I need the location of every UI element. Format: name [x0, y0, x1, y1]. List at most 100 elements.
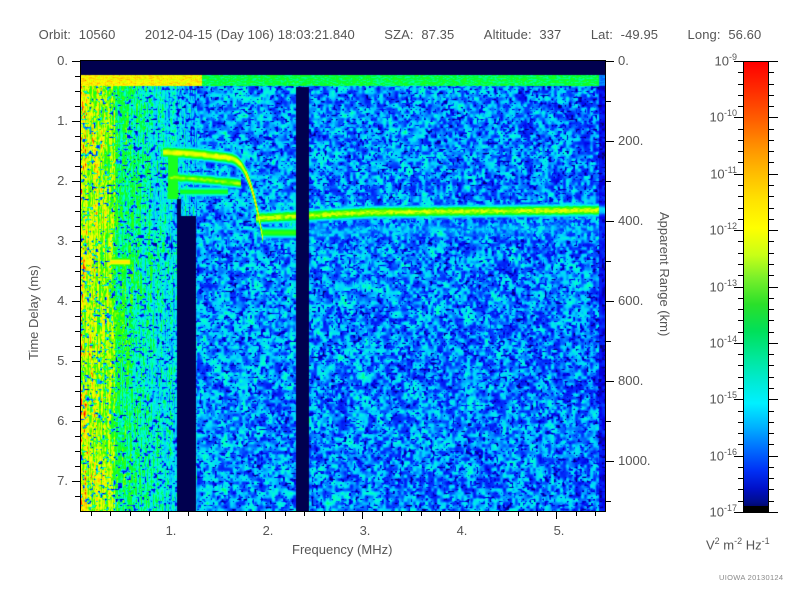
y2-tick-label: 1000. [618, 453, 651, 468]
x-major-tick [556, 511, 557, 519]
x-minor-tick [246, 511, 247, 516]
colorbar-minor-tick-left [738, 162, 744, 163]
y-tick-label: 2. [57, 173, 68, 188]
colorbar-underflow-swatch [743, 506, 769, 513]
unit-hz: Hz [742, 537, 762, 553]
sza-value: 87.35 [421, 27, 455, 42]
y2-tick-label: 600. [618, 293, 644, 308]
y2-minor-tick [605, 501, 611, 502]
colorbar-minor-tick-right [768, 433, 774, 434]
colorbar-minor-tick-left [738, 298, 744, 299]
lat-value: -49.95 [620, 27, 659, 42]
ionogram-plot-area [80, 60, 606, 512]
colorbar-major-tick-right [768, 230, 778, 231]
unit-v: V [706, 537, 715, 553]
colorbar-minor-tick-left [738, 253, 744, 254]
colorbar-minor-tick-left [738, 377, 744, 378]
unit-m: m [719, 537, 735, 553]
colorbar-tick-label: 10-17 [709, 503, 737, 520]
colorbar-minor-tick-left [738, 129, 744, 130]
y-axis-title: Time Delay (ms) [26, 265, 41, 360]
y-minor-tick [75, 106, 81, 107]
colorbar-minor-tick-right [768, 478, 774, 479]
y2-major-tick [605, 61, 614, 62]
colorbar-major-tick-right [768, 117, 778, 118]
altitude-label: Altitude: [483, 27, 532, 42]
x-minor-tick [227, 511, 228, 516]
colorbar-minor-tick-right [768, 151, 774, 152]
x-minor-tick [518, 511, 519, 516]
colorbar-major-tick-right [768, 512, 778, 513]
y-minor-tick [75, 466, 81, 467]
y2-major-tick [605, 381, 614, 382]
x-major-tick [362, 511, 363, 519]
y2-axis-title: Apparent Range (km) [657, 212, 672, 337]
y2-minor-tick [605, 421, 611, 422]
x-major-tick [459, 511, 460, 519]
lat-label: Lat: [590, 27, 613, 42]
colorbar-minor-tick-right [768, 489, 774, 490]
colorbar-major-tick-left [734, 61, 744, 62]
x-axis-title: Frequency (MHz) [292, 542, 393, 557]
x-tick-label: 1. [165, 523, 177, 538]
colorbar-major-tick-left [734, 230, 744, 231]
colorbar-major-tick-left [734, 174, 744, 175]
colorbar-major-tick-right [768, 61, 778, 62]
colorbar-major-tick-left [734, 512, 744, 513]
y-tick-label: 0. [57, 53, 68, 68]
y-minor-tick [75, 76, 81, 77]
colorbar-minor-tick-right [768, 354, 774, 355]
colorbar-minor-tick-left [738, 219, 744, 220]
colorbar-tick-label: 10-13 [709, 278, 737, 295]
y2-major-tick [605, 301, 614, 302]
x-major-tick [265, 511, 266, 519]
unit-hz-exp: -1 [761, 536, 770, 546]
colorbar-minor-tick-left [738, 241, 744, 242]
unit-m-exp: -2 [734, 536, 743, 546]
y-minor-tick [75, 331, 81, 332]
y-minor-tick [75, 346, 81, 347]
x-minor-tick [110, 511, 111, 516]
x-minor-tick [149, 511, 150, 516]
x-tick-label: 3. [359, 523, 371, 538]
colorbar-unit-label: V2 m-2 Hz-1 [706, 536, 770, 552]
orbit-label: Orbit: [38, 27, 72, 42]
colorbar-minor-tick-left [738, 140, 744, 141]
y-minor-tick [75, 226, 81, 227]
colorbar-minor-tick-left [738, 433, 744, 434]
y2-major-tick [605, 221, 614, 222]
y-major-tick [72, 481, 81, 482]
y2-tick-label: 0. [618, 53, 629, 68]
colorbar-minor-tick-left [738, 467, 744, 468]
colorbar-minor-tick-right [768, 275, 774, 276]
colorbar-major-tick-right [768, 399, 778, 400]
y-minor-tick [75, 91, 81, 92]
colorbar-minor-tick-right [768, 95, 774, 96]
colorbar-minor-tick-right [768, 377, 774, 378]
colorbar-minor-tick-left [738, 106, 744, 107]
y-tick-label: 5. [57, 353, 68, 368]
colorbar-minor-tick-left [738, 320, 744, 321]
x-minor-tick [207, 511, 208, 516]
y-tick-label: 1. [57, 113, 68, 128]
colorbar-minor-tick-left [738, 151, 744, 152]
y-minor-tick [75, 271, 81, 272]
long-value: 56.60 [728, 27, 762, 42]
colorbar-tick-label: 10-15 [709, 390, 737, 407]
colorbar-minor-tick-left [738, 264, 744, 265]
colorbar-minor-tick-left [738, 275, 744, 276]
colorbar-minor-tick-right [768, 129, 774, 130]
colorbar-major-tick-left [734, 343, 744, 344]
y2-tick-label: 800. [618, 373, 644, 388]
unit-v-exp: 2 [714, 536, 720, 546]
colorbar-minor-tick-left [738, 95, 744, 96]
colorbar-minor-tick-left [738, 309, 744, 310]
y-minor-tick [75, 406, 81, 407]
colorbar-gradient [743, 61, 769, 512]
y2-minor-tick [605, 181, 611, 182]
x-minor-tick [576, 511, 577, 516]
y-minor-tick [75, 136, 81, 137]
colorbar-minor-tick-right [768, 411, 774, 412]
y-minor-tick [75, 196, 81, 197]
x-tick-label: 5. [553, 523, 565, 538]
